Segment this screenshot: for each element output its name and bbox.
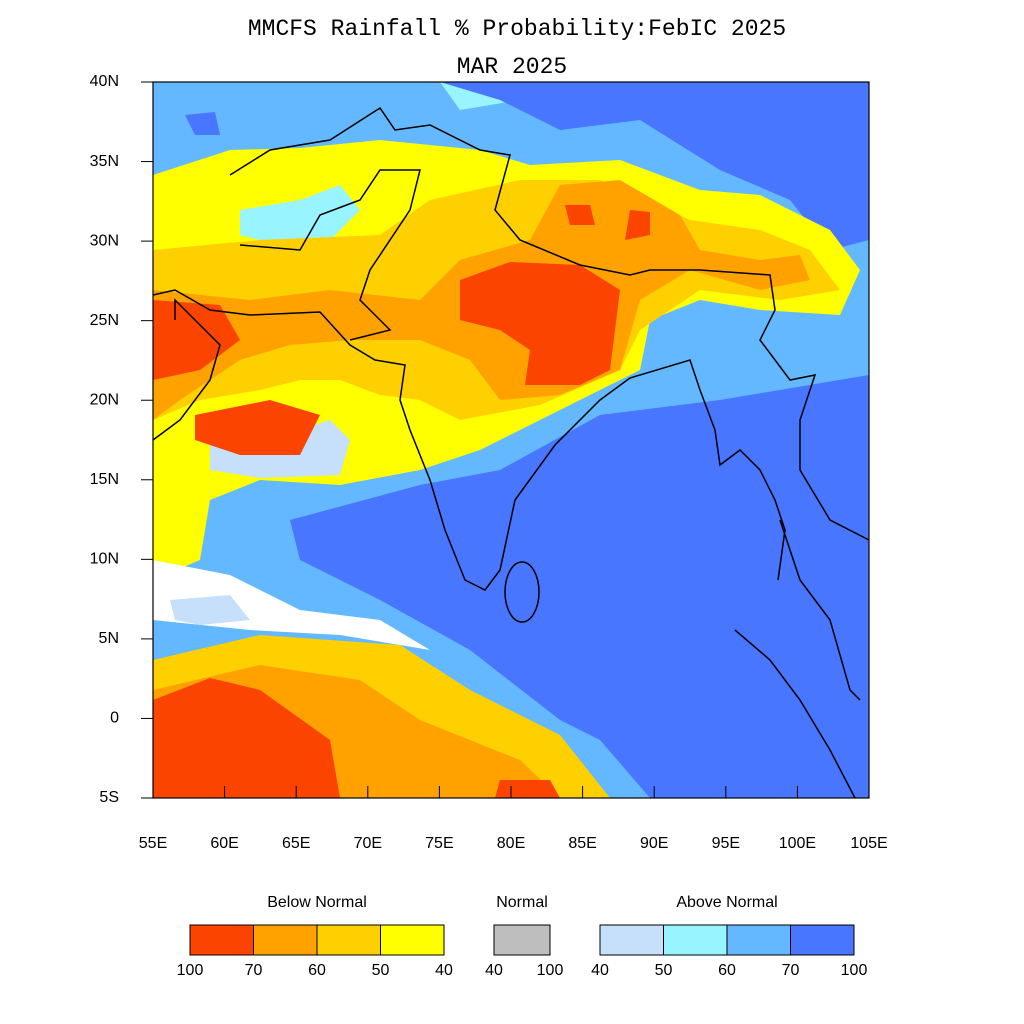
legend-label: 50 [372, 962, 390, 979]
y-tick-label: 20N [90, 391, 119, 408]
x-tick-label: 65E [282, 835, 310, 852]
legend-swatch [599, 924, 664, 956]
x-tick-label: 55E [139, 835, 167, 852]
x-tick-label: 70E [354, 835, 382, 852]
legend-swatch [493, 924, 551, 956]
y-tick-label: 30N [90, 232, 119, 249]
legend-title: Normal [496, 894, 548, 911]
legend-label: 100 [537, 962, 564, 979]
x-tick-label: 85E [568, 835, 596, 852]
legend-label: 100 [841, 962, 868, 979]
legend-label: 50 [655, 962, 673, 979]
legend-title: Above Normal [676, 894, 777, 911]
legend-swatch [663, 924, 728, 956]
y-tick-label: 0 [110, 710, 119, 727]
y-tick-label: 15N [90, 471, 119, 488]
legend-swatch [189, 924, 254, 956]
x-tick-label: 95E [712, 835, 740, 852]
subtitle: MAR 2025 [457, 54, 567, 80]
legend-label: 100 [177, 962, 204, 979]
y-tick-label: 25N [90, 312, 119, 329]
title: MMCFS Rainfall % Probability:FebIC 2025 [248, 16, 786, 42]
y-tick-label: 40N [90, 73, 119, 90]
x-tick-label: 80E [497, 835, 525, 852]
legend-swatch [253, 924, 318, 956]
x-tick-label: 90E [640, 835, 668, 852]
legend-label: 40 [591, 962, 609, 979]
x-tick-label: 75E [425, 835, 453, 852]
x-tick-label: 60E [210, 835, 238, 852]
y-tick-label: 5S [99, 789, 119, 806]
map-field [153, 82, 869, 798]
legend-label: 70 [782, 962, 800, 979]
y-tick-label: 5N [99, 630, 119, 647]
legend-swatch [316, 924, 381, 956]
x-tick-label: 100E [779, 835, 816, 852]
legend-swatch [726, 924, 791, 956]
y-tick-label: 35N [90, 153, 119, 170]
legend-label: 70 [245, 962, 263, 979]
y-tick-label: 10N [90, 551, 119, 568]
x-tick-label: 105E [850, 835, 887, 852]
legend-label: 60 [718, 962, 736, 979]
legend-swatch [790, 924, 855, 956]
legend-title: Below Normal [267, 894, 367, 911]
legend-label: 40 [435, 962, 453, 979]
legend-label: 60 [308, 962, 326, 979]
coastlines [152, 106, 870, 799]
legend-swatch [380, 924, 445, 956]
legend-label: 40 [485, 962, 503, 979]
